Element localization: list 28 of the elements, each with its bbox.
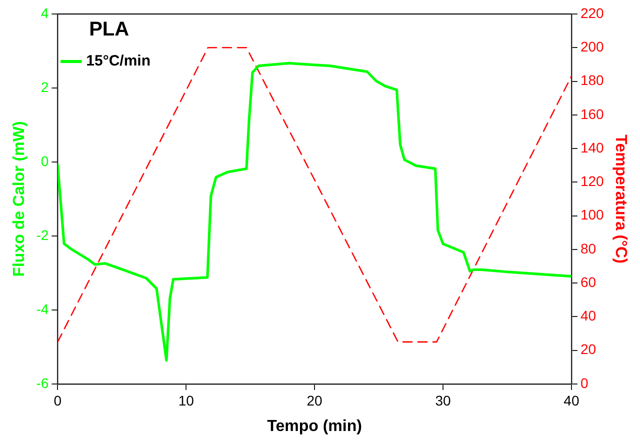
y2-tick-label: 160 (580, 106, 604, 122)
y-tick-label: 0 (40, 152, 49, 169)
x-tick-label: 0 (54, 392, 62, 408)
y-tick-label: -6 (36, 374, 49, 391)
x-tick-label: 20 (306, 392, 323, 408)
x-tick-label: 40 (564, 392, 580, 408)
x-axis-title: Tempo (min) (267, 418, 362, 435)
y2-axis-title: Temperatura (°C) (612, 134, 629, 264)
y2-tick-label: 20 (580, 341, 596, 358)
y-axis-title: Fluxo de Calor (mW) (11, 121, 28, 277)
y2-tick-label: 200 (580, 38, 604, 54)
y-tick-label: 4 (40, 4, 49, 21)
y2-tick-label: 80 (580, 240, 596, 256)
x-tick-label: 30 (435, 392, 451, 408)
y-tick-label: 2 (40, 78, 49, 95)
y2-tick-label: 140 (580, 139, 604, 156)
y2-tick-label: 100 (580, 206, 604, 223)
y2-tick-label: 60 (580, 274, 596, 290)
legend-label: 15°C/min (86, 52, 151, 70)
y2-tick-label: 0 (580, 374, 588, 391)
y-tick-label: -2 (36, 226, 49, 243)
y2-tick-label: 220 (580, 4, 604, 21)
y2-tick-label: 40 (580, 308, 596, 324)
y2-tick-label: 120 (580, 173, 604, 190)
legend-title: PLA (89, 18, 130, 41)
y2-tick-label: 180 (580, 72, 604, 88)
x-tick-label: 10 (178, 392, 194, 408)
y-tick-label: -4 (36, 300, 49, 317)
